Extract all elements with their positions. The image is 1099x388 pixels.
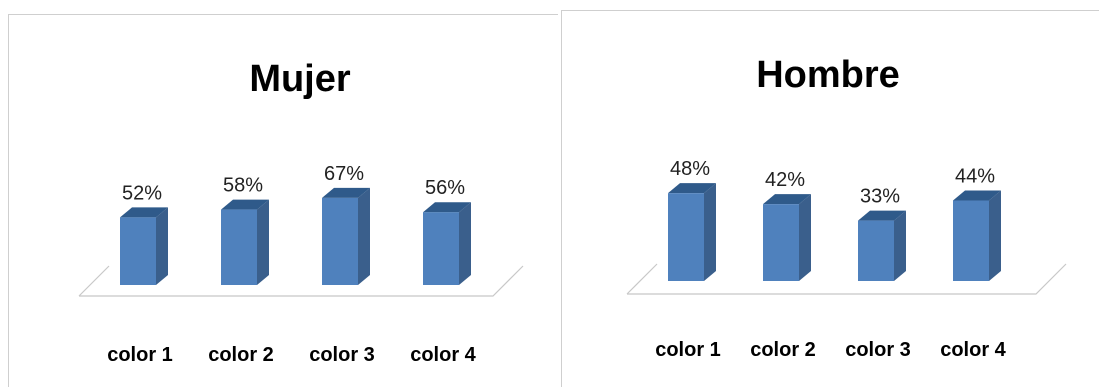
category-label-mujer-1: color 1	[107, 344, 173, 366]
category-label-hombre-4: color 4	[940, 339, 1006, 361]
bar-hombre-1	[668, 183, 716, 281]
bar-chart-hombre: Hombre 48% color 1 42% color 2 33% color 3 44% c…	[626, 54, 1067, 361]
bar-mujer-3	[322, 187, 370, 285]
data-label-hombre-2: 42%	[765, 169, 805, 191]
chart-floor	[626, 263, 1067, 295]
data-label-hombre-4: 44%	[955, 165, 995, 187]
category-label-mujer-2: color 2	[208, 344, 274, 366]
bar-side	[989, 190, 1001, 281]
bar-side	[257, 199, 269, 285]
bar-top	[953, 190, 1001, 201]
data-label-mujer-3: 67%	[324, 163, 364, 185]
bar-chart-mujer: Mujer 52% color 1 58% color 2 67% color 3 56% co…	[78, 58, 524, 366]
category-label-mujer-3: color 3	[309, 344, 375, 366]
bar-mujer-4	[423, 202, 471, 285]
bar-hombre-2	[763, 194, 811, 281]
data-label-hombre-1: 48%	[670, 158, 710, 180]
bar-front	[668, 193, 704, 281]
bar-top	[423, 202, 471, 213]
data-label-mujer-4: 56%	[425, 177, 465, 199]
bar-side	[799, 194, 811, 281]
bar-side	[894, 210, 906, 281]
bar-front	[423, 212, 459, 285]
bar-mujer-2	[221, 199, 269, 285]
data-label-hombre-3: 33%	[860, 186, 900, 208]
bar-mujer-1	[120, 207, 168, 285]
bar-hombre-3	[858, 210, 906, 281]
bar-side	[358, 187, 370, 285]
bar-side	[459, 202, 471, 285]
bar-side	[704, 183, 716, 281]
bar-top	[322, 187, 370, 198]
category-label-hombre-1: color 1	[655, 339, 721, 361]
category-label-hombre-2: color 2	[750, 339, 816, 361]
chart-floor	[78, 265, 524, 297]
data-label-mujer-2: 58%	[223, 175, 263, 197]
bar-front	[858, 220, 894, 281]
bar-front	[763, 204, 799, 281]
chart-panel-hombre: Hombre 48% color 1 42% color 2 33% color 3 44% c…	[561, 10, 1099, 387]
category-label-mujer-4: color 4	[410, 344, 476, 366]
data-label-mujer-1: 52%	[122, 182, 162, 204]
bar-top	[221, 199, 269, 210]
category-label-hombre-3: color 3	[845, 339, 911, 361]
bar-front	[322, 197, 358, 285]
chart-title-mujer: Mujer	[249, 58, 351, 100]
bar-top	[763, 194, 811, 205]
bar-top	[858, 210, 906, 221]
bar-top	[668, 183, 716, 194]
chart-title-hombre: Hombre	[756, 54, 900, 96]
bar-top	[120, 207, 168, 218]
bar-hombre-4	[953, 190, 1001, 281]
bar-side	[156, 207, 168, 285]
bar-front	[120, 217, 156, 285]
bar-front	[221, 209, 257, 285]
bar-front	[953, 200, 989, 281]
chart-panel-mujer: Mujer 52% color 1 58% color 2 67% color 3 56% co…	[8, 14, 558, 387]
